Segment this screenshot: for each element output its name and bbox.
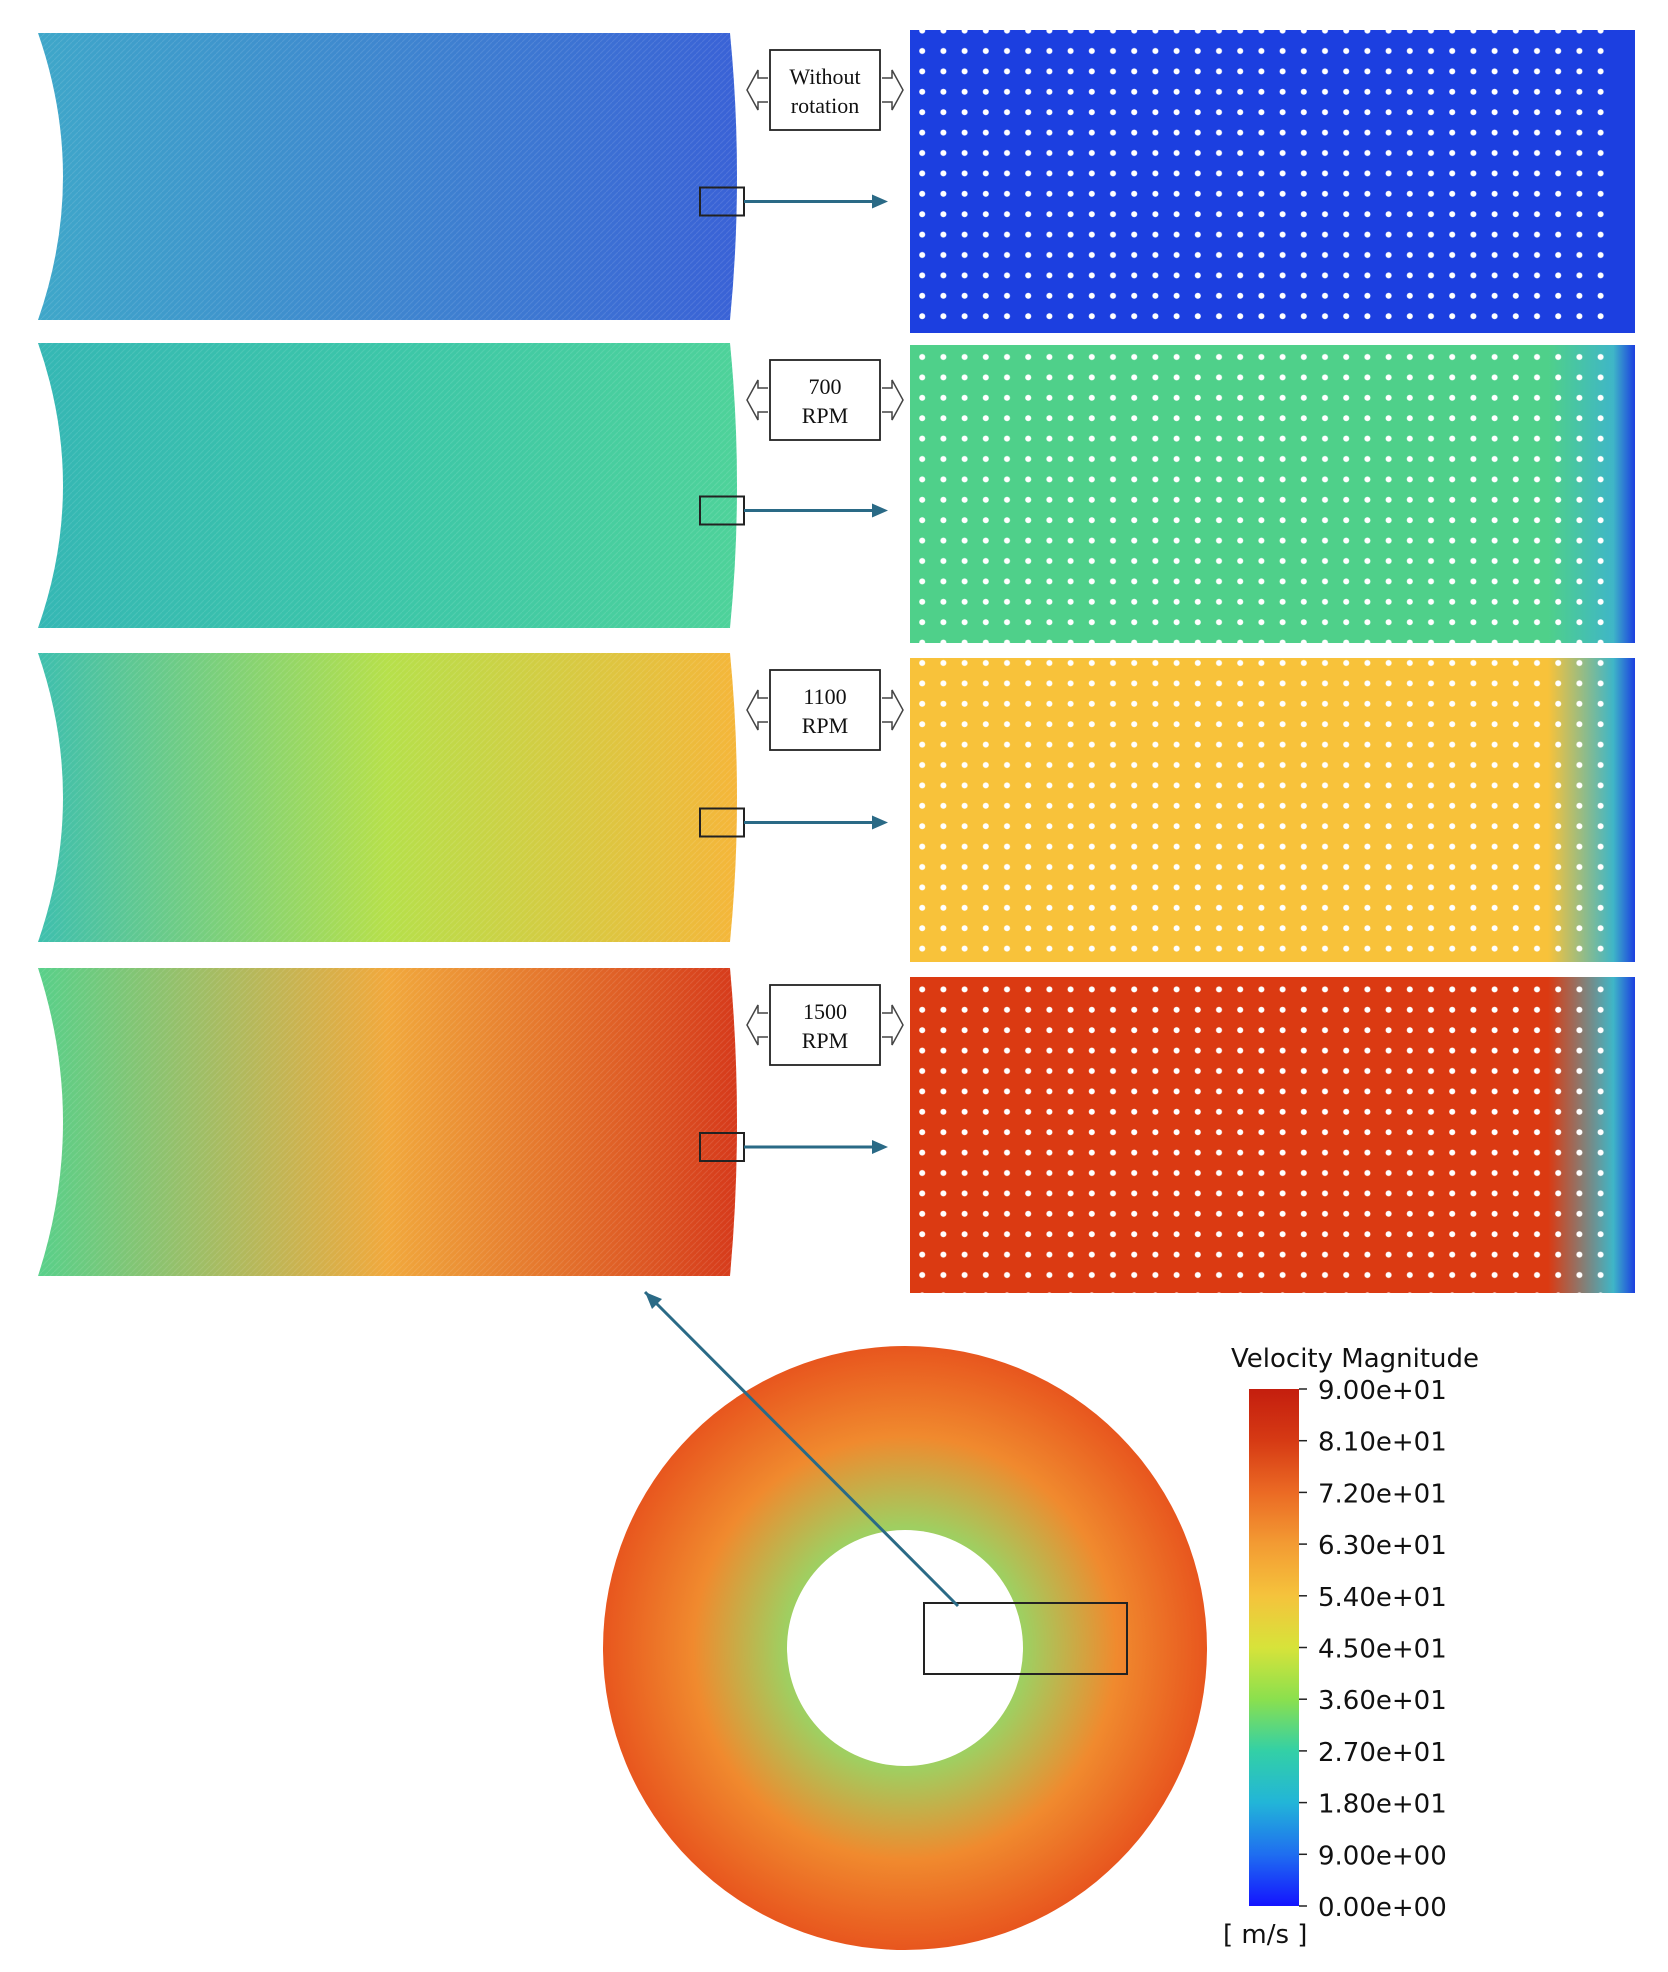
legend-tick-label: 5.40e+01: [1318, 1583, 1447, 1613]
pin-array-dots: [910, 30, 1615, 333]
legend-colorbar: [1249, 1389, 1299, 1906]
right-bracket-arrow-icon: [882, 69, 904, 111]
legend-tick-label: 9.00e+00: [1318, 1841, 1447, 1871]
annulus-inner-hole: [787, 1530, 1023, 1766]
case-label-line: RPM: [802, 403, 848, 428]
sector-mesh-texture: [38, 653, 737, 942]
zoom-arrowhead: [872, 815, 888, 830]
case-label-box: 1100 RPM: [746, 669, 904, 751]
zoomed-contour-panel: [910, 345, 1635, 643]
left-bracket-arrow-icon: [746, 379, 768, 421]
left-bracket-arrow-icon: [746, 1004, 768, 1046]
legend-tick-label: 1.80e+01: [1318, 1790, 1447, 1820]
pin-array-dots: [910, 977, 1615, 1293]
case-label-box: Without rotation: [746, 49, 904, 131]
case-label-box: 700 RPM: [746, 359, 904, 441]
case-label-line: 1500: [803, 999, 847, 1024]
case-label-line: rotation: [791, 93, 859, 118]
zoom-arrowhead: [872, 503, 888, 518]
case-label-line: RPM: [802, 713, 848, 738]
legend: Velocity Magnitude 9.00e+01 8.10e+01 7.20e…: [1223, 1344, 1479, 1950]
right-bracket-arrow-icon: [882, 689, 904, 731]
annulus-to-panel-arrow: [643, 1290, 960, 1608]
annulus-contour: [603, 1290, 1207, 1950]
legend-tick-label: 0.00e+00: [1318, 1893, 1447, 1923]
pin-array-dots: [910, 658, 1615, 962]
right-bracket-arrow-icon: [882, 1004, 904, 1046]
legend-title: Velocity Magnitude: [1231, 1344, 1479, 1374]
annulus-arrowhead: [645, 1292, 662, 1309]
left-bracket-arrow-icon: [746, 689, 768, 731]
case-row: 700 RPM: [38, 343, 1635, 643]
legend-tick-label: 3.60e+01: [1318, 1686, 1447, 1716]
legend-tick-label: 8.10e+01: [1318, 1428, 1447, 1458]
zoom-arrowhead: [872, 194, 888, 209]
case-label-frame: [769, 359, 881, 441]
legend-tick-label: 9.00e+01: [1318, 1376, 1447, 1406]
sector-mesh-texture: [38, 343, 737, 628]
zoomed-contour-panel: [910, 658, 1635, 962]
annulus-zoom-frame: [923, 1602, 1128, 1675]
sector-mesh-texture: [38, 33, 737, 320]
case-label-line: 1100: [803, 684, 846, 709]
case-label-line: Without: [789, 64, 860, 89]
case-label-frame: [769, 984, 881, 1066]
case-label-frame: [769, 669, 881, 751]
right-bracket-arrow-icon: [882, 379, 904, 421]
zoom-arrowhead: [872, 1140, 888, 1154]
case-label-line: RPM: [802, 1028, 848, 1053]
zoomed-contour-panel: [910, 977, 1635, 1293]
legend-unit: [ m/s ]: [1223, 1920, 1307, 1950]
left-bracket-arrow-icon: [746, 69, 768, 111]
legend-tick-label: 2.70e+01: [1318, 1738, 1447, 1768]
case-row: 1100 RPM: [38, 653, 1635, 962]
case-label-frame: [769, 49, 881, 131]
legend-tick-label: 7.20e+01: [1318, 1479, 1447, 1509]
legend-tick-label: 4.50e+01: [1318, 1635, 1447, 1665]
pin-array-dots: [910, 345, 1615, 643]
case-row: 1500 RPM: [38, 968, 1635, 1293]
zoomed-contour-panel: [910, 30, 1635, 333]
sector-mesh-texture: [38, 968, 737, 1276]
case-label-line: 700: [809, 374, 842, 399]
legend-tick-label: 6.30e+01: [1318, 1531, 1447, 1561]
case-label-box: 1500 RPM: [746, 984, 904, 1066]
case-row: Without rotation: [38, 30, 1635, 333]
